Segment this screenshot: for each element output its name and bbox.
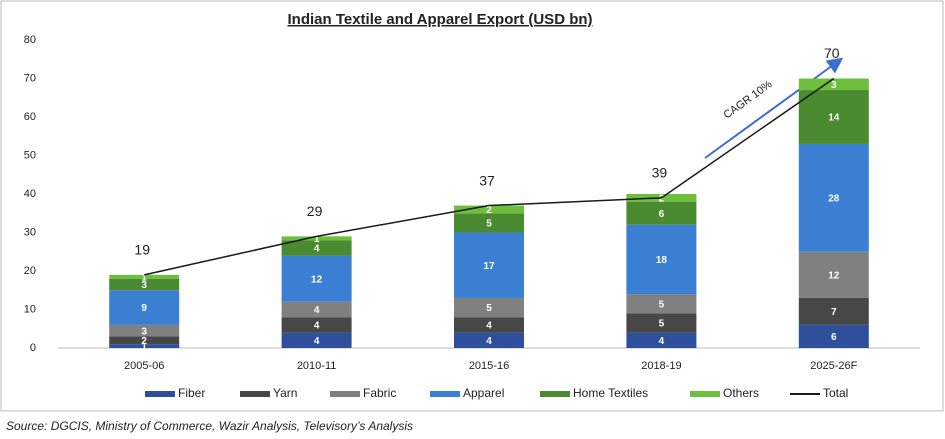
segment-label: 3 — [141, 280, 147, 291]
bar-segment — [454, 205, 524, 214]
legend-label: Fabric — [363, 386, 396, 400]
segment-label: 14 — [828, 113, 840, 124]
segment-label: 2 — [486, 205, 492, 216]
legend-label: Others — [723, 386, 759, 400]
legend-label: Yarn — [273, 386, 297, 400]
segment-label: 28 — [828, 193, 840, 204]
cagr-arrow — [704, 57, 844, 159]
x-tick-label: 2015-16 — [469, 360, 509, 372]
y-tick-label: 0 — [30, 342, 36, 354]
x-tick-label: 2018-19 — [641, 360, 681, 372]
segment-label: 2 — [141, 336, 147, 347]
segment-label: 1 — [141, 342, 147, 353]
legend-swatch — [240, 391, 270, 397]
segment-label: 17 — [483, 261, 495, 272]
bar-segment — [454, 232, 524, 298]
total-label: 29 — [307, 203, 323, 219]
bar-segment — [626, 313, 697, 333]
segment-label: 4 — [314, 305, 320, 316]
legend-label: Home Textiles — [573, 386, 648, 400]
x-tick-label: 2005-06 — [124, 360, 164, 372]
bar-segment — [109, 344, 180, 348]
bar-segment — [109, 336, 180, 345]
bar-segment — [281, 301, 352, 318]
source: Source: DGCIS, Ministry of Commerce, Waz… — [6, 419, 413, 433]
bar-segment — [454, 332, 524, 348]
bar-segment — [109, 278, 180, 291]
legend-label: Fiber — [178, 386, 205, 400]
total-line — [144, 77, 835, 276]
bar-segment — [798, 324, 869, 348]
bar-segment — [281, 236, 352, 241]
segment-label: 7 — [831, 307, 837, 318]
bar-segment — [454, 213, 524, 233]
bar-segment — [626, 201, 697, 225]
y-tick-label: 50 — [24, 149, 36, 161]
legend-swatch — [540, 391, 570, 397]
bar-segment — [281, 255, 352, 302]
bar-segment — [626, 224, 697, 295]
total-label: 70 — [824, 45, 840, 61]
total-label: 19 — [134, 242, 150, 258]
segment-label: 1 — [141, 272, 147, 283]
legend-swatch — [430, 391, 460, 397]
chart-border — [0, 0, 944, 412]
legend-label: Total — [823, 386, 848, 400]
legend-swatch — [330, 391, 360, 397]
segment-label: 18 — [656, 255, 668, 266]
bar-segment — [454, 297, 524, 318]
bar-segment — [281, 317, 352, 333]
annotation: CAGR 10% — [721, 78, 774, 121]
bar-segment — [109, 324, 180, 337]
bar-segment — [109, 274, 180, 279]
legend-label: Apparel — [463, 386, 504, 400]
y-tick-label: 80 — [24, 34, 36, 46]
segment-label: 3 — [141, 326, 147, 337]
bar-segment — [798, 297, 869, 325]
legend-swatch — [690, 391, 720, 397]
legend-swatch — [145, 391, 175, 397]
total-label: 37 — [479, 172, 495, 188]
segment-label: 4 — [659, 336, 665, 347]
segment-label: 12 — [828, 270, 840, 281]
segment-label: 5 — [659, 299, 665, 310]
bar-segment — [798, 78, 869, 91]
bar-segment — [626, 332, 697, 348]
x-tick-label: 2010-11 — [297, 360, 337, 372]
segment-label: 2 — [659, 193, 665, 204]
bar-segment — [281, 240, 352, 256]
bar-segment — [798, 90, 869, 144]
y-tick-label: 30 — [24, 226, 36, 238]
y-tick-label: 70 — [24, 72, 36, 84]
total-label: 39 — [652, 165, 668, 181]
segment-label: 6 — [831, 332, 837, 343]
y-tick-label: 10 — [24, 303, 36, 315]
segment-label: 9 — [141, 303, 147, 314]
bar-segment — [798, 251, 869, 298]
bar-segment — [798, 143, 869, 252]
segment-label: 5 — [659, 319, 665, 330]
segment-label: 6 — [659, 209, 665, 220]
bar-segment — [281, 332, 352, 348]
segment-label: 4 — [314, 336, 320, 347]
segment-label: 4 — [486, 321, 492, 332]
segment-label: 4 — [486, 336, 492, 347]
y-tick-label: 60 — [24, 111, 36, 123]
segment-label: 1 — [314, 234, 320, 245]
segment-label: 5 — [486, 303, 492, 314]
y-tick-label: 20 — [24, 265, 36, 277]
chart-title: Indian Textile and Apparel Export (USD b… — [287, 11, 592, 28]
segment-label: 12 — [311, 274, 323, 285]
segment-label: 5 — [486, 219, 492, 230]
segment-label: 3 — [831, 80, 837, 91]
bar-segment — [626, 294, 697, 314]
segment-label: 4 — [314, 244, 320, 255]
y-tick-label: 40 — [24, 188, 36, 200]
segment-label: 4 — [314, 321, 320, 332]
bar-segment — [109, 290, 180, 325]
x-tick-label: 2025-26F — [810, 360, 857, 372]
bar-segment — [454, 317, 524, 333]
